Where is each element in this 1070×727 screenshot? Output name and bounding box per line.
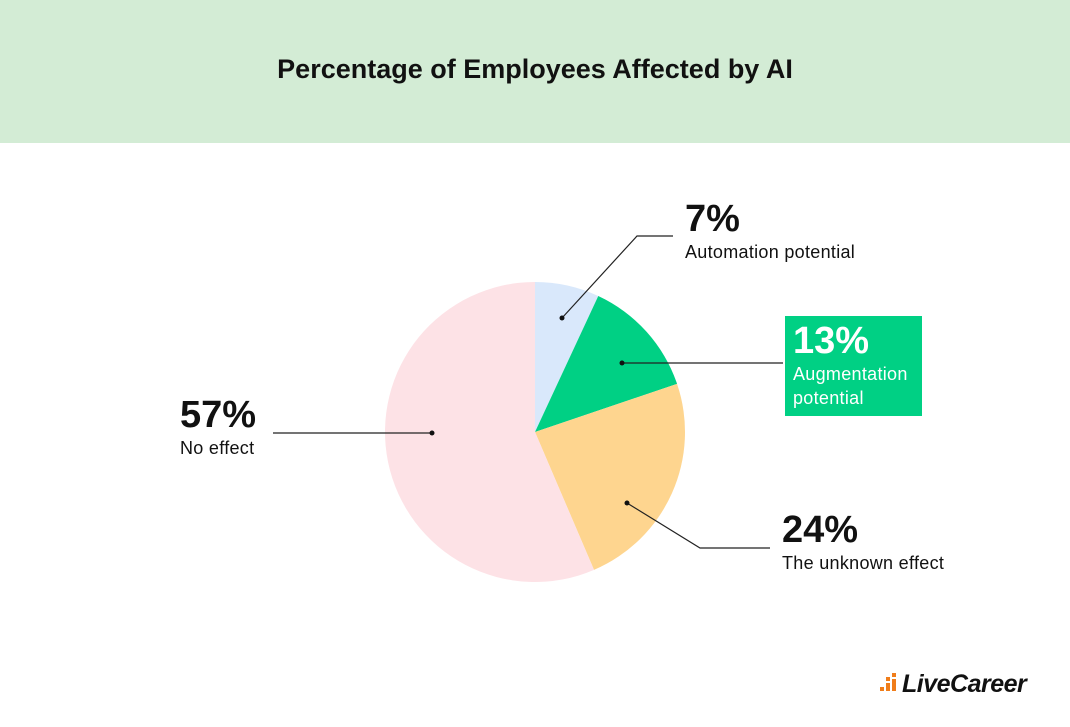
- leader-dot: [429, 430, 435, 436]
- leader-dot: [559, 315, 565, 321]
- category-label: The unknown effect: [782, 553, 945, 573]
- pie-slice: [535, 295, 678, 432]
- value-label: 13%: [793, 320, 870, 362]
- slice-label: 13% Augmentation potential: [785, 316, 922, 416]
- leader-line: [626, 502, 770, 549]
- pie-slice: [535, 282, 599, 432]
- value-label: 57%: [180, 394, 257, 436]
- logo-icon: [880, 673, 896, 691]
- chart-title: Percentage of Employees Affected by AI: [277, 54, 793, 84]
- category-label: No effect: [180, 438, 255, 458]
- value-label: 7%: [685, 198, 740, 240]
- leader-dot: [624, 500, 630, 506]
- category-label: Augmentation potential: [793, 364, 908, 408]
- slice-label: 24% The unknown effect: [782, 509, 1002, 575]
- leader-dot: [619, 360, 625, 366]
- pie-slice: [384, 282, 595, 582]
- slice-label: 57% No effect: [180, 394, 320, 460]
- slice-label: 7% Automation potential: [685, 198, 905, 264]
- leader-line: [561, 235, 673, 319]
- pie-slice: [535, 383, 685, 570]
- value-label: 24%: [782, 509, 859, 551]
- header-band: [0, 0, 1070, 143]
- brand-logo: LiveCareer: [902, 670, 1027, 698]
- category-label: Automation potential: [685, 242, 856, 262]
